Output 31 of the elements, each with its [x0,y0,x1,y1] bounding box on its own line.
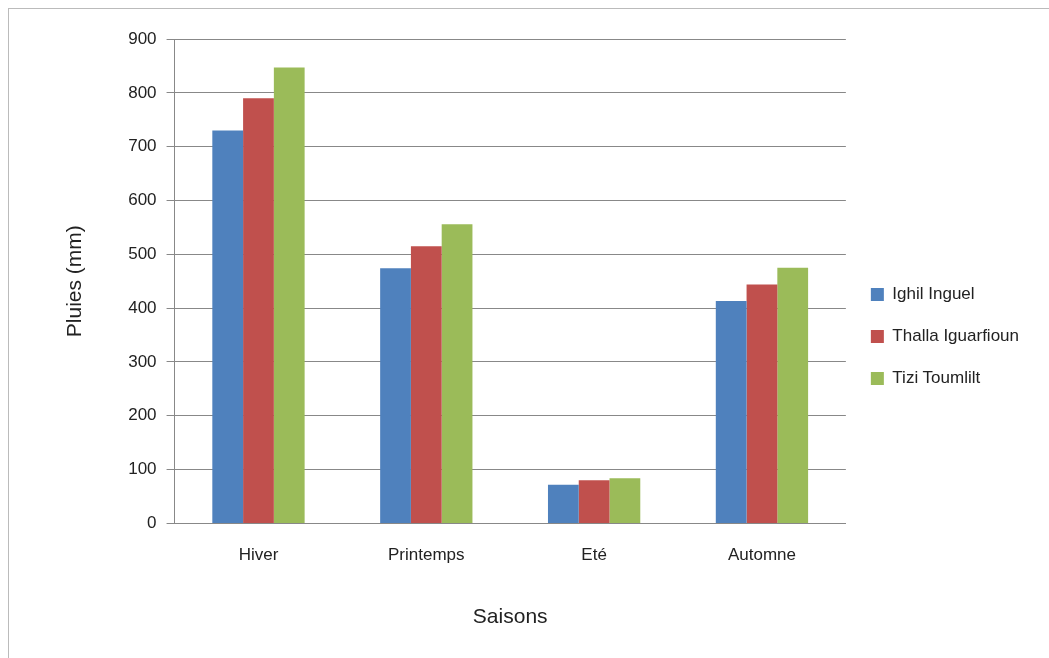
y-tick-label: 600 [128,190,157,210]
x-tick-label: Eté [581,545,607,565]
bar [578,480,610,523]
y-tick-label: 900 [128,28,157,48]
x-tick-label: Automne [727,545,796,565]
x-tick-label: Hiver [238,545,279,565]
bar [609,478,641,523]
y-axis-title: Pluies (mm) [62,225,86,338]
y-tick-label: 300 [128,351,157,371]
bar [380,268,411,523]
bar [777,267,809,523]
y-tick-label: 400 [128,297,157,317]
y-tick-label: 800 [128,82,157,102]
bar [212,130,244,523]
bar [746,284,778,523]
y-tick-label: 200 [128,405,157,425]
y-tick-label: 0 [147,513,157,533]
bar [441,224,473,523]
y-tick-label: 700 [128,136,157,156]
bar [715,301,747,523]
legend-label: Tizi Toumlilt [892,368,981,388]
bar [547,484,579,523]
bar [243,98,274,523]
bar [273,67,305,523]
x-tick-label: Printemps [388,545,465,565]
legend-label: Ighil Inguel [892,284,975,304]
x-axis-title: Saisons [472,604,548,628]
y-tick-label: 500 [128,243,157,263]
legend-label: Thalla Iguarfioun [892,326,1019,346]
y-tick-label: 100 [128,459,157,479]
bar [410,246,442,523]
